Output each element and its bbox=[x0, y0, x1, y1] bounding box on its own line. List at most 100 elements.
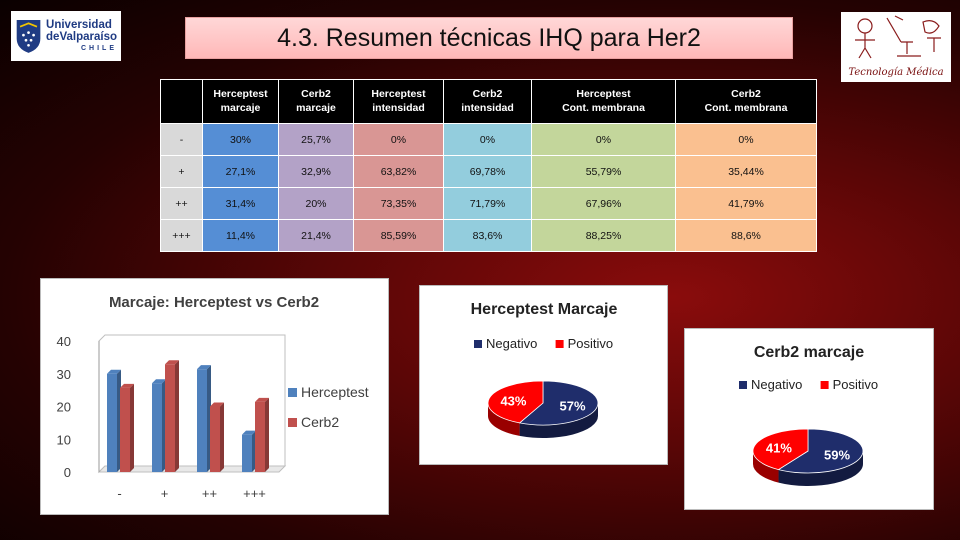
table-cell: 0% bbox=[353, 123, 444, 156]
pie-chart-cerb2-panel: Cerb2 marcaje Negativo Positivo 59% 41% bbox=[684, 328, 934, 510]
table-header-row: Herceptest marcaje Cerb2 marcaje Herceptes… bbox=[160, 79, 817, 124]
x-tick-label: - bbox=[117, 486, 121, 501]
bar-top bbox=[152, 379, 166, 384]
tecnologia-medica-logo: Tecnología Médica bbox=[841, 12, 951, 82]
bar-side bbox=[130, 383, 134, 472]
table-cell: 25,7% bbox=[278, 123, 354, 156]
pie-slice-negativo bbox=[518, 380, 599, 426]
table-cell: 31,4% bbox=[202, 187, 279, 220]
bar-side bbox=[265, 397, 269, 472]
legend-label: Cerb2 bbox=[301, 414, 339, 430]
header-cerb2-intensidad: Cerb2 intensidad bbox=[443, 79, 532, 124]
legend-swatch bbox=[288, 418, 297, 427]
table-cell: 88,6% bbox=[675, 219, 817, 252]
x-tick-label: +++ bbox=[243, 486, 266, 501]
bar-top bbox=[107, 369, 121, 374]
legend-swatch bbox=[820, 381, 829, 389]
y-tick-label: 20 bbox=[57, 400, 71, 415]
pie-label-positivo: 43% bbox=[500, 393, 526, 408]
row-label: - bbox=[160, 123, 203, 156]
pie-side-positivo bbox=[753, 451, 779, 483]
bar-top bbox=[120, 383, 134, 388]
table-cell: 55,79% bbox=[531, 155, 676, 188]
x-tick-label: ++ bbox=[202, 486, 217, 501]
table-cell: 21,4% bbox=[278, 219, 354, 252]
bar-herceptest-1 bbox=[152, 383, 162, 472]
pie-chart-herceptest: Herceptest Marcaje Negativo Positivo 57% 43% bbox=[471, 301, 617, 438]
bar-herceptest-3 bbox=[242, 434, 252, 472]
table-cell: 27,1% bbox=[202, 155, 279, 188]
bar-herceptest-0 bbox=[107, 373, 117, 472]
row-label: + bbox=[160, 155, 203, 188]
bar-side bbox=[175, 360, 179, 472]
chart-title: Marcaje: Herceptest vs Cerb2 bbox=[109, 294, 319, 311]
legend-label: Herceptest bbox=[301, 384, 369, 400]
bar-top bbox=[165, 360, 179, 365]
pie-side-positivo bbox=[488, 403, 520, 436]
bar-cerb2-1 bbox=[165, 364, 175, 472]
logo-line-2: deValparaíso bbox=[46, 30, 117, 43]
pie-slice-positivo bbox=[487, 380, 544, 424]
microscope-icon bbox=[855, 15, 941, 59]
bar-cerb2-3 bbox=[255, 401, 265, 472]
university-logo: Universidad deValparaíso CHILE bbox=[11, 11, 121, 61]
pie-side-negativo bbox=[519, 403, 598, 438]
legend-label: Positivo bbox=[568, 336, 614, 351]
bar-top bbox=[255, 397, 269, 402]
university-shield-icon bbox=[16, 19, 41, 53]
row-label: +++ bbox=[160, 219, 203, 252]
y-tick-label: 0 bbox=[64, 465, 71, 480]
y-tick-label: 10 bbox=[57, 432, 71, 447]
table-cell: 41,79% bbox=[675, 187, 817, 220]
table-cell: 0% bbox=[531, 123, 676, 156]
header-cerb2-membrana: Cerb2 Cont. membrana bbox=[675, 79, 817, 124]
pie-slice-positivo bbox=[752, 428, 809, 471]
legend-swatch bbox=[739, 381, 747, 389]
bar-cerb2-2 bbox=[210, 406, 220, 472]
legend-swatch bbox=[474, 340, 482, 348]
table-cell: 0% bbox=[443, 123, 532, 156]
table-cell: 73,35% bbox=[353, 187, 444, 220]
bar-chart-panel: Marcaje: Herceptest vs Cerb2 0 10 20 30 40- + +… bbox=[40, 278, 389, 515]
table-cell: 67,96% bbox=[531, 187, 676, 220]
row-label: ++ bbox=[160, 187, 203, 220]
x-tick-label: + bbox=[161, 486, 169, 501]
summary-table: Herceptest marcaje Cerb2 marcaje Herceptes… bbox=[160, 79, 817, 252]
table-cell: 71,79% bbox=[443, 187, 532, 220]
legend-label: Negativo bbox=[751, 377, 802, 392]
table-cell: 63,82% bbox=[353, 155, 444, 188]
y-tick-label: 40 bbox=[57, 334, 71, 349]
header-cerb2-marcaje: Cerb2 marcaje bbox=[278, 79, 354, 124]
pie-chart-herceptest-panel: Herceptest Marcaje Negativo Positivo 57% 43% bbox=[419, 285, 668, 465]
bar-top bbox=[197, 365, 211, 370]
bar-top bbox=[210, 402, 224, 407]
bar-top bbox=[242, 430, 256, 435]
pie-slice-negativo bbox=[777, 428, 864, 474]
chart-title: Cerb2 marcaje bbox=[754, 344, 864, 361]
table-row: - 30% 25,7% 0% 0% 0% 0% bbox=[160, 123, 817, 156]
pie-label-negativo: 59% bbox=[824, 447, 850, 462]
header-herceptest-intensidad: Herceptest intensidad bbox=[353, 79, 444, 124]
table-cell: 30% bbox=[202, 123, 279, 156]
legend-swatch bbox=[555, 340, 564, 348]
legend-label: Negativo bbox=[486, 336, 537, 351]
table-row: +++ 11,4% 21,4% 85,59% 83,6% 88,25% 88,6… bbox=[160, 219, 817, 252]
bar-side bbox=[220, 402, 224, 472]
legend-swatch bbox=[288, 388, 297, 397]
table-cell: 32,9% bbox=[278, 155, 354, 188]
table-corner-cell bbox=[160, 79, 203, 124]
slide-title: 4.3. Resumen técnicas IHQ para Her2 bbox=[185, 17, 793, 59]
table-cell: 20% bbox=[278, 187, 354, 220]
table-cell: 88,25% bbox=[531, 219, 676, 252]
bar-cerb2-0 bbox=[120, 387, 130, 472]
table-row: + 27,1% 32,9% 63,82% 69,78% 55,79% 35,44… bbox=[160, 155, 817, 188]
logo-line-3: CHILE bbox=[81, 45, 117, 52]
table-row: ++ 31,4% 20% 73,35% 71,79% 67,96% 41,79% bbox=[160, 187, 817, 220]
logo-caption: Tecnología Médica bbox=[848, 67, 944, 78]
table-cell: 0% bbox=[675, 123, 817, 156]
bar-herceptest-2 bbox=[197, 369, 207, 472]
pie-chart-cerb2: Cerb2 marcaje Negativo Positivo 59% 41% bbox=[739, 344, 878, 486]
logo-line-1: Universidad bbox=[46, 19, 112, 31]
y-tick-label: 30 bbox=[57, 367, 71, 382]
